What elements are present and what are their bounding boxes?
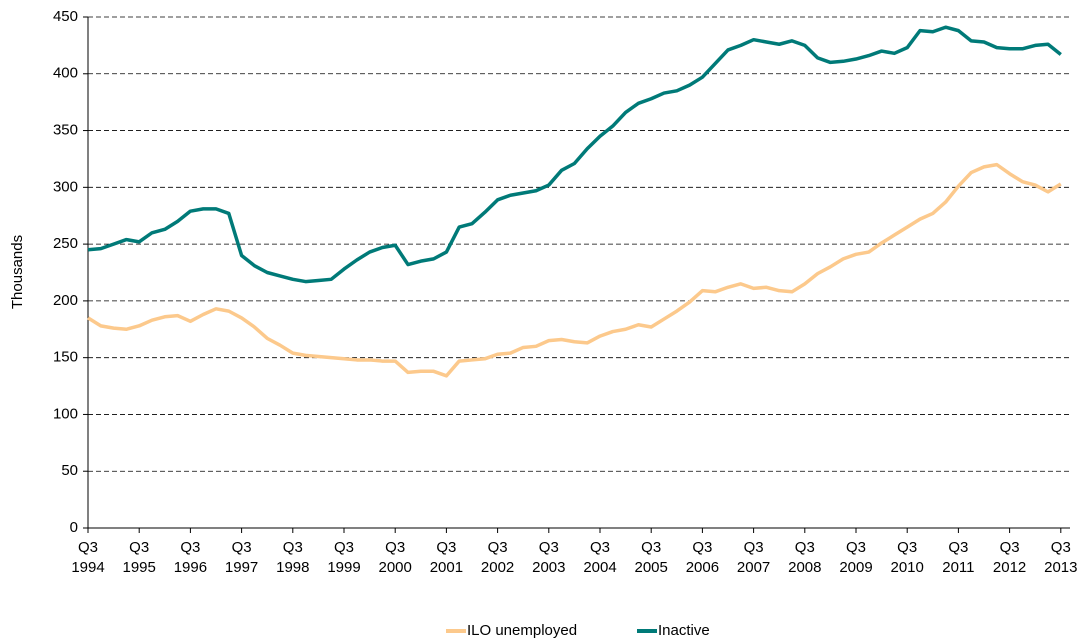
x-tick-label: Q3 1997 <box>224 539 259 576</box>
x-tick-label: Q3 1994 <box>71 539 105 576</box>
legend-label: Inactive <box>658 622 710 639</box>
x-tick-label: Q3 2001 <box>429 539 464 576</box>
y-axis-label: Thousands <box>9 235 26 309</box>
legend-label: ILO unemployed <box>467 622 578 639</box>
line-series <box>87 162 1062 378</box>
y-tick-label: 150 <box>53 349 78 366</box>
y-tick-label: 50 <box>61 462 78 479</box>
x-tick-label: Q3 2009 <box>839 539 873 576</box>
y-tick-label: 200 <box>53 292 78 309</box>
y-tick-label: 400 <box>53 65 78 82</box>
x-tick-label: Q3 1998 <box>276 539 310 576</box>
x-tick-label: Q3 2010 <box>890 539 924 576</box>
y-tick-label: 0 <box>70 519 78 536</box>
y-tick-label: 300 <box>53 178 78 195</box>
y-tick-label: 250 <box>53 235 78 252</box>
x-tick-label: Q3 2005 <box>634 539 668 576</box>
x-tick-label: Q3 2011 <box>942 539 975 576</box>
y-tick-label: 450 <box>53 8 78 25</box>
y-tick-label: 350 <box>53 122 78 139</box>
x-tick-label: Q3 1995 <box>122 539 156 576</box>
x-tick-label: Q3 1999 <box>327 539 361 576</box>
x-tick-label: Q3 2006 <box>685 539 720 576</box>
x-tick-label: Q3 2013 <box>1044 539 1078 576</box>
x-tick-label: Q3 2003 <box>532 539 566 576</box>
x-tick-label: Q3 2002 <box>480 539 515 576</box>
x-tick-label: Q3 2008 <box>788 539 822 576</box>
x-tick-label: Q3 2004 <box>583 539 617 576</box>
y-tick-label: 100 <box>53 405 78 422</box>
x-tick-label: Q3 2012 <box>992 539 1027 576</box>
x-tick-label: Q3 1996 <box>173 539 208 576</box>
line-series <box>87 25 1062 284</box>
x-tick-label: Q3 2007 <box>736 539 771 576</box>
x-tick-label: Q3 2000 <box>378 539 412 576</box>
